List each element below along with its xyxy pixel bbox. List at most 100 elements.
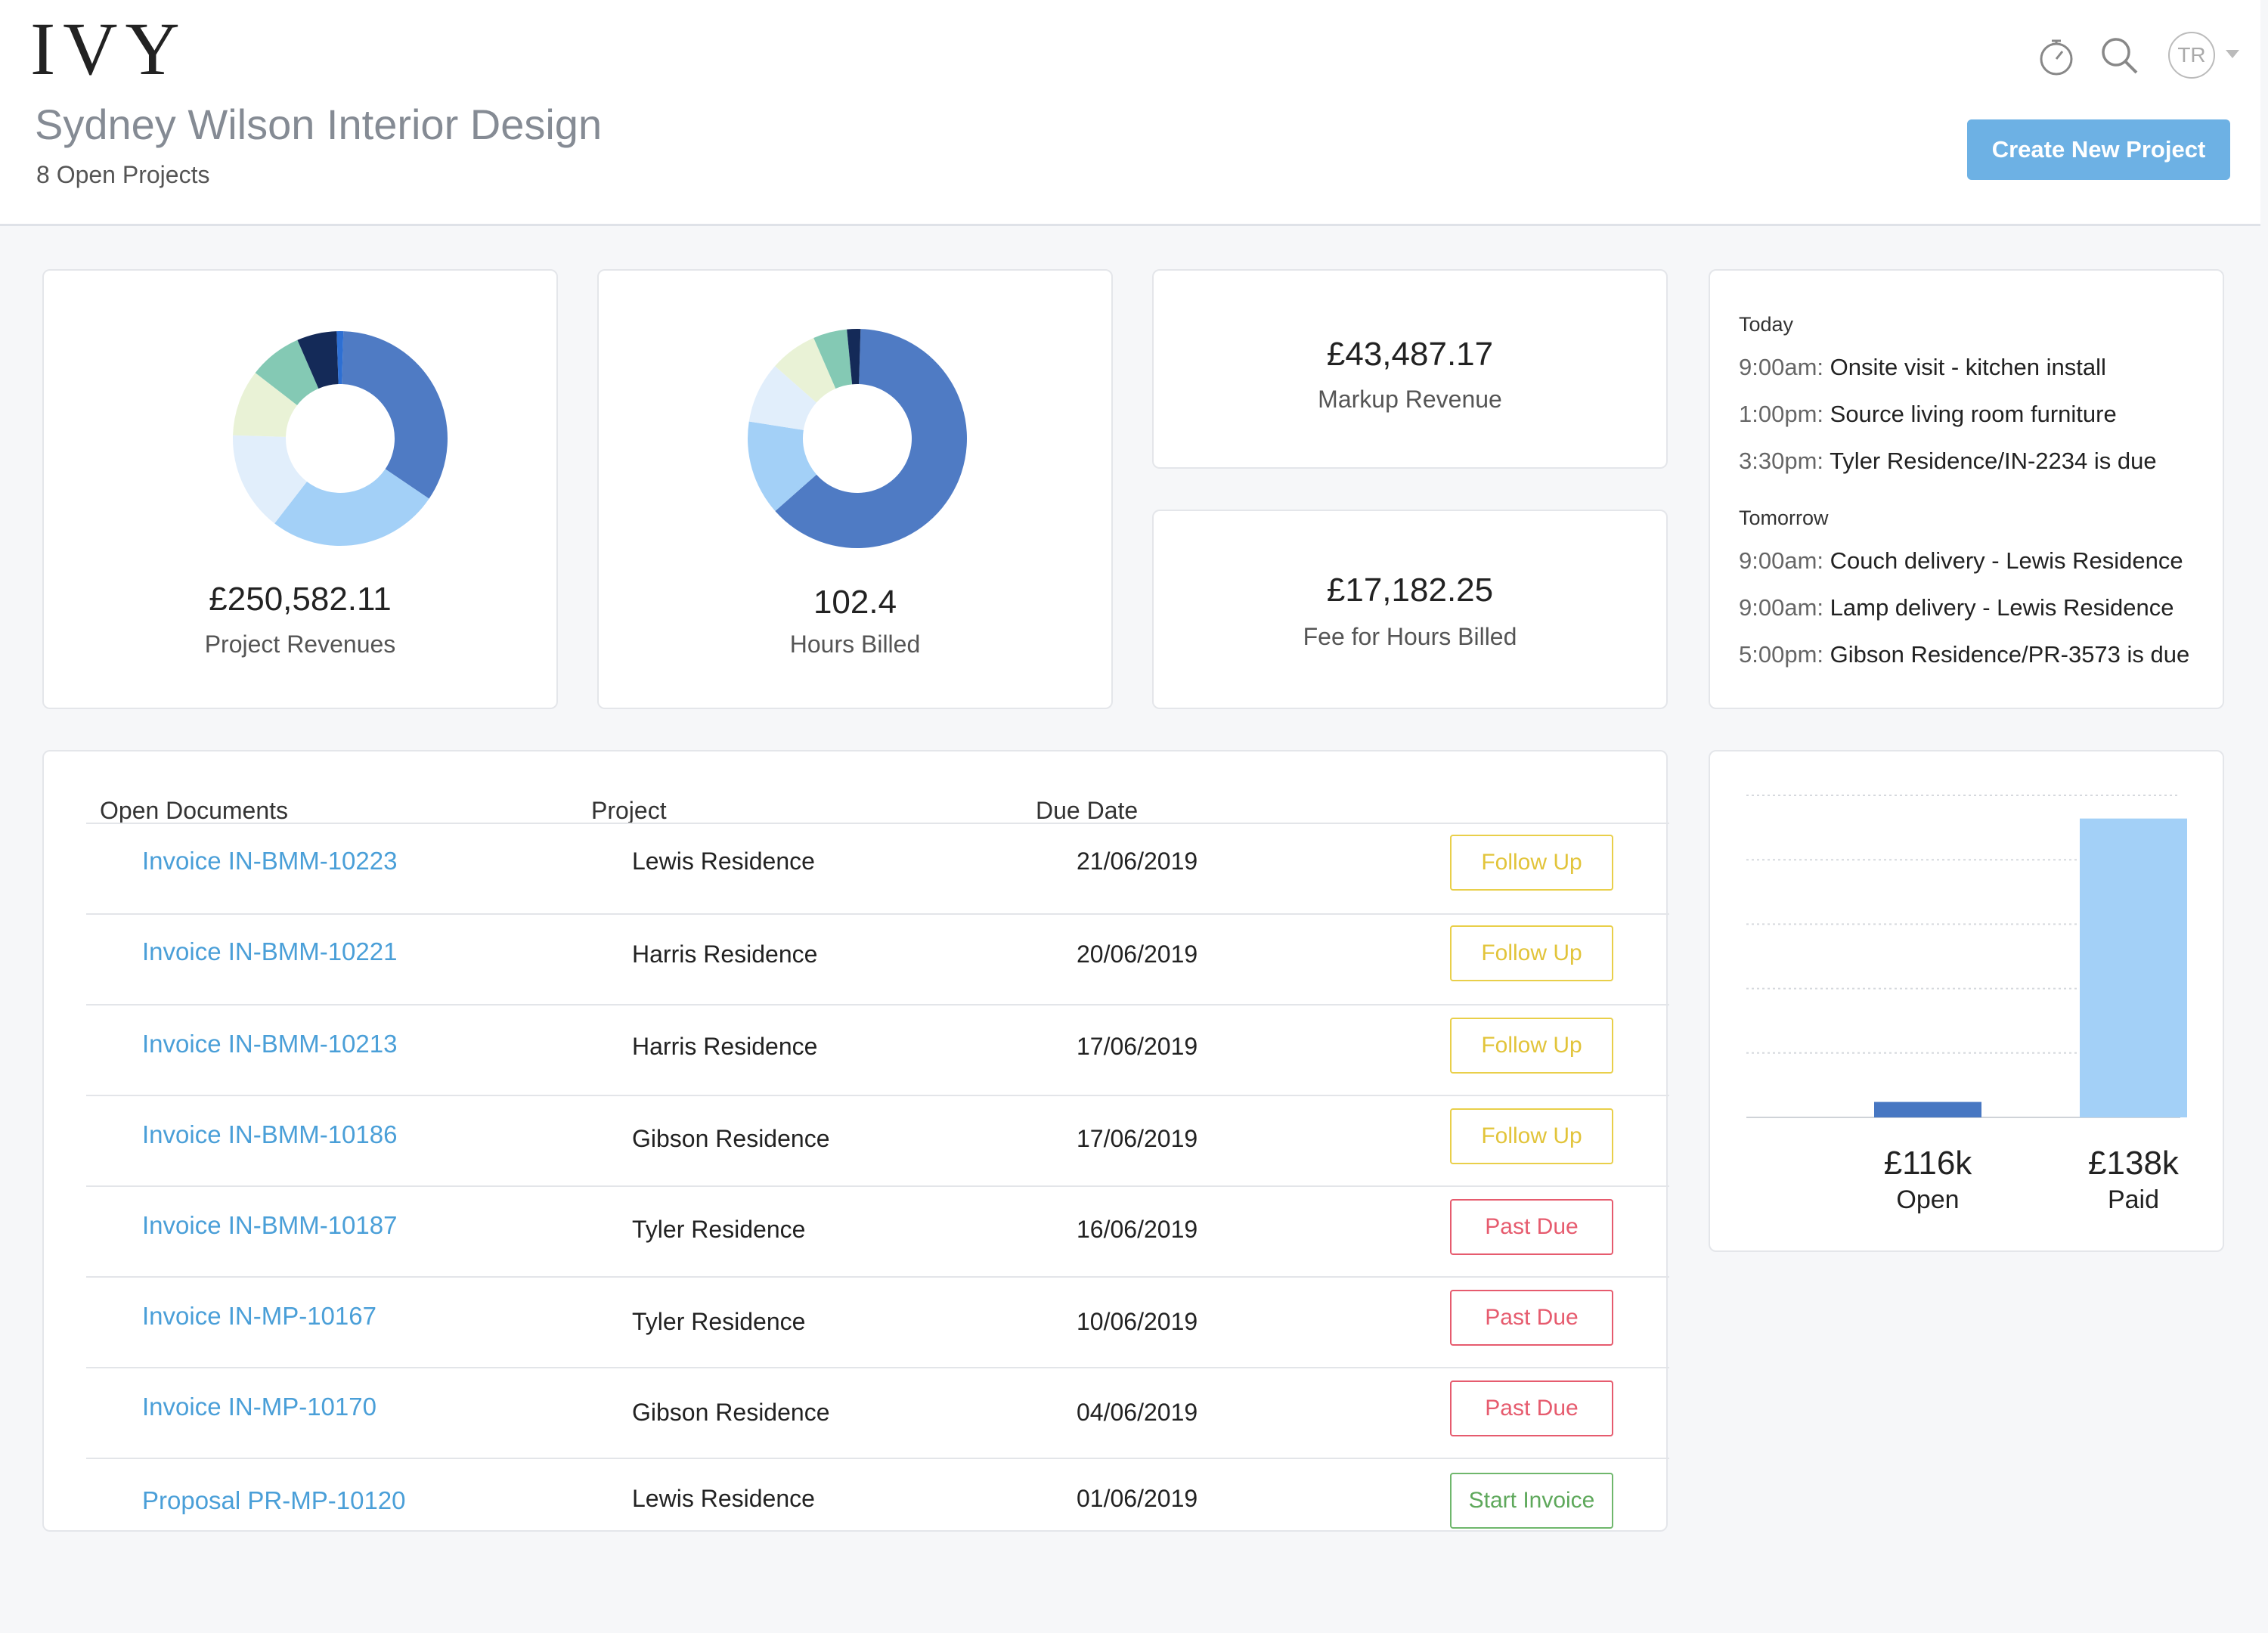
- schedule-text: Tyler Residence/IN-2234 is due: [1830, 448, 2157, 474]
- open-documents-header: Open Documents: [100, 797, 289, 824]
- project-name: Gibson Residence: [632, 1399, 830, 1426]
- due-date: 01/06/2019: [1077, 1485, 1198, 1512]
- project-name: Tyler Residence: [632, 1308, 806, 1335]
- schedule-time: 9:00am:: [1739, 547, 1824, 574]
- past-due-button[interactable]: Past Due: [1450, 1380, 1613, 1436]
- open-vs-paid-chart-card: £116k Open £138k Paid: [1709, 750, 2224, 1252]
- schedule-text: Couch delivery - Lewis Residence: [1830, 547, 2183, 574]
- open-projects-count: 8 Open Projects: [36, 161, 210, 188]
- project-revenues-value: £250,582.11: [209, 581, 392, 618]
- project-name: Lewis Residence: [632, 847, 815, 875]
- schedule-text: Onsite visit - kitchen install: [1830, 354, 2106, 380]
- due-date: 16/06/2019: [1077, 1216, 1198, 1243]
- open-vs-paid-bar-chart: [1746, 795, 2187, 1118]
- document-link[interactable]: Invoice IN-BMM-10187: [142, 1211, 398, 1239]
- donut-slice: [775, 329, 967, 548]
- create-new-project-button[interactable]: Create New Project: [1967, 119, 2230, 180]
- bar-value-label: £138k: [2088, 1145, 2179, 1182]
- markup-revenue-label: Markup Revenue: [1318, 386, 1502, 413]
- schedule-item[interactable]: 9:00am: Lamp delivery - Lewis Residence: [1739, 594, 2174, 621]
- table-row: Invoice IN-MP-10170 Gibson Residence 04/…: [86, 1367, 1669, 1459]
- schedule-item[interactable]: 9:00am: Onsite visit - kitchen install: [1739, 354, 2106, 381]
- due-date: 10/06/2019: [1077, 1308, 1198, 1335]
- fee-hours-card: £17,182.25 Fee for Hours Billed: [1152, 510, 1668, 709]
- donut-slice: [813, 329, 853, 389]
- follow-up-button[interactable]: Follow Up: [1450, 1108, 1613, 1164]
- document-link[interactable]: Invoice IN-BMM-10221: [142, 937, 398, 965]
- schedule-time: 9:00am:: [1739, 354, 1824, 380]
- project-revenues-label: Project Revenues: [204, 631, 396, 658]
- follow-up-button[interactable]: Follow Up: [1450, 925, 1613, 981]
- follow-up-button[interactable]: Follow Up: [1450, 1018, 1613, 1074]
- markup-revenue-value: £43,487.17: [1326, 336, 1494, 373]
- project-name: Gibson Residence: [632, 1125, 830, 1152]
- document-link[interactable]: Invoice IN-BMM-10213: [142, 1030, 398, 1058]
- document-link[interactable]: Invoice IN-BMM-10186: [142, 1120, 398, 1148]
- project-name: Harris Residence: [632, 1033, 818, 1060]
- schedule-time: 9:00am:: [1739, 594, 1824, 621]
- user-avatar[interactable]: TR: [2168, 32, 2215, 79]
- schedule-item[interactable]: 3:30pm: Tyler Residence/IN-2234 is due: [1739, 448, 2157, 475]
- bar-category-label: Open: [1896, 1185, 1960, 1214]
- due-date: 04/06/2019: [1077, 1399, 1198, 1426]
- table-row: Invoice IN-BMM-10186 Gibson Residence 17…: [86, 1095, 1669, 1187]
- past-due-button[interactable]: Past Due: [1450, 1290, 1613, 1346]
- donut-slice: [297, 331, 339, 389]
- ivy-logo[interactable]: IVY: [30, 7, 187, 91]
- due-date: 20/06/2019: [1077, 940, 1198, 968]
- donut-slice: [255, 339, 319, 405]
- start-invoice-button[interactable]: Start Invoice: [1450, 1473, 1613, 1529]
- bar-category-label: Paid: [2107, 1185, 2160, 1214]
- donut-slice: [748, 366, 816, 430]
- schedule-time: 3:30pm:: [1739, 448, 1824, 474]
- table-row: Invoice IN-MP-10167 Tyler Residence 10/0…: [86, 1276, 1669, 1368]
- schedule-text: Lamp delivery - Lewis Residence: [1830, 594, 2174, 621]
- project-name: Lewis Residence: [632, 1485, 815, 1512]
- donut-slice: [775, 338, 836, 403]
- document-link[interactable]: Invoice IN-BMM-10223: [142, 847, 398, 875]
- document-link[interactable]: Proposal PR-MP-10120: [142, 1486, 406, 1514]
- donut-slice: [274, 469, 429, 546]
- due-date: 17/06/2019: [1077, 1033, 1198, 1060]
- app-header: IVY Sydney Wilson Interior Design 8 Open…: [0, 0, 2260, 226]
- fee-hours-value: £17,182.25: [1326, 572, 1494, 609]
- today-heading: Today: [1739, 313, 1794, 336]
- markup-revenue-card: £43,487.17 Markup Revenue: [1152, 269, 1668, 469]
- bar-paid: [2080, 818, 2187, 1117]
- schedule-card: Today 9:00am: Onsite visit - kitchen ins…: [1709, 269, 2224, 709]
- schedule-text: Source living room furniture: [1830, 401, 2117, 427]
- follow-up-button[interactable]: Follow Up: [1450, 835, 1613, 891]
- bar-value-label: £116k: [1883, 1145, 1972, 1182]
- table-row: Invoice IN-BMM-10223 Lewis Residence 21/…: [86, 823, 1669, 915]
- project-revenues-donut: [233, 331, 448, 546]
- schedule-text: Gibson Residence/PR-3573 is due: [1830, 641, 2190, 668]
- donut-slice: [336, 331, 344, 385]
- chevron-down-icon[interactable]: [2226, 50, 2239, 58]
- donut-slice: [748, 421, 817, 512]
- document-link[interactable]: Invoice IN-MP-10170: [142, 1393, 376, 1421]
- due-date-header: Due Date: [1036, 797, 1139, 824]
- table-row: Invoice IN-BMM-10213 Harris Residence 17…: [86, 1004, 1669, 1096]
- company-name: Sydney Wilson Interior Design: [35, 101, 603, 148]
- schedule-item[interactable]: 5:00pm: Gibson Residence/PR-3573 is due: [1739, 641, 2189, 668]
- hours-billed-label: Hours Billed: [789, 631, 921, 658]
- donut-slice: [233, 373, 298, 437]
- project-name: Tyler Residence: [632, 1216, 806, 1243]
- table-row: Invoice IN-BMM-10221 Harris Residence 20…: [86, 913, 1669, 1006]
- schedule-item[interactable]: 1:00pm: Source living room furniture: [1739, 401, 2117, 428]
- stopwatch-icon[interactable]: [2032, 32, 2081, 80]
- past-due-button[interactable]: Past Due: [1450, 1199, 1613, 1255]
- donut-slice: [342, 331, 448, 499]
- donut-slice: [847, 329, 861, 385]
- bar-open: [1874, 1102, 1981, 1117]
- due-date: 17/06/2019: [1077, 1125, 1198, 1152]
- due-date: 21/06/2019: [1077, 847, 1198, 875]
- document-link[interactable]: Invoice IN-MP-10167: [142, 1302, 376, 1330]
- search-icon[interactable]: [2096, 32, 2144, 80]
- project-header: Project: [591, 797, 667, 824]
- table-row: Proposal PR-MP-10120 Lewis Residence 01/…: [86, 1458, 1669, 1532]
- schedule-item[interactable]: 9:00am: Couch delivery - Lewis Residence: [1739, 547, 2183, 575]
- project-revenues-card: £250,582.11 Project Revenues: [42, 269, 558, 709]
- tomorrow-heading: Tomorrow: [1739, 507, 1829, 529]
- fee-hours-label: Fee for Hours Billed: [1303, 623, 1517, 650]
